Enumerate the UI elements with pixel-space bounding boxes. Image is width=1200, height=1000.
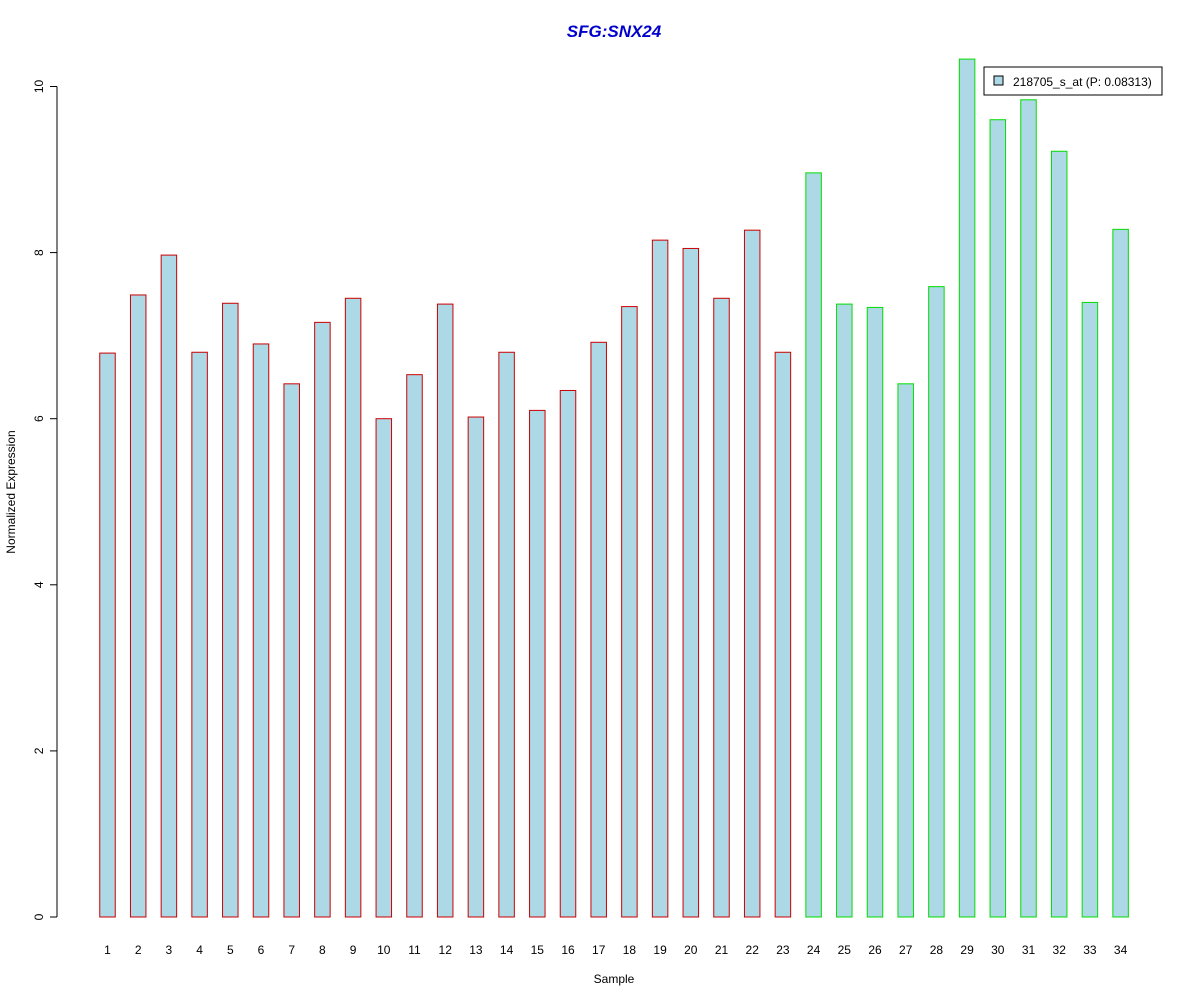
bar bbox=[897, 383, 914, 918]
x-tick-label: 17 bbox=[592, 943, 606, 957]
y-tick-label: 6 bbox=[32, 415, 46, 422]
x-tick-label: 23 bbox=[776, 943, 790, 957]
x-tick-labels: 1 2 3 4 5 6 7 8 9 10 11 12 13 14 15 16 17 18 19 20 21 22 23 24 2… bbox=[104, 943, 1127, 957]
bar bbox=[160, 254, 178, 918]
y-tick-label: 0 bbox=[32, 913, 46, 920]
x-tick-label: 1 bbox=[104, 943, 111, 957]
bar bbox=[774, 351, 792, 918]
x-tick-label: 3 bbox=[166, 943, 173, 957]
bar bbox=[344, 297, 362, 918]
bars-group bbox=[99, 58, 1129, 918]
bar bbox=[743, 229, 761, 918]
bar bbox=[498, 351, 515, 918]
bar bbox=[989, 119, 1007, 918]
bar bbox=[1020, 99, 1037, 918]
legend-label: 218705_s_at (P: 0.08313) bbox=[1013, 75, 1152, 89]
x-tick-label: 8 bbox=[319, 943, 326, 957]
x-tick-label: 24 bbox=[807, 943, 821, 957]
x-tick-label: 13 bbox=[469, 943, 483, 957]
bar bbox=[375, 418, 393, 918]
bar bbox=[129, 294, 147, 918]
bar bbox=[191, 351, 208, 918]
x-tick-label: 4 bbox=[196, 943, 203, 957]
bar bbox=[1050, 150, 1068, 918]
bar bbox=[621, 306, 638, 918]
bar bbox=[222, 302, 239, 918]
bar bbox=[928, 286, 945, 918]
x-tick-label: 22 bbox=[746, 943, 760, 957]
bar bbox=[866, 306, 884, 918]
x-tick-label: 30 bbox=[991, 943, 1005, 957]
y-tick-label: 10 bbox=[32, 80, 46, 94]
x-tick-label: 15 bbox=[531, 943, 545, 957]
y-axis: 0 2 4 6 8 10 bbox=[32, 80, 58, 920]
x-tick-label: 14 bbox=[500, 943, 514, 957]
x-tick-label: 27 bbox=[899, 943, 913, 957]
bar bbox=[682, 247, 700, 918]
bar bbox=[436, 303, 454, 918]
x-tick-label: 31 bbox=[1022, 943, 1036, 957]
bar bbox=[651, 239, 669, 918]
bar bbox=[836, 303, 853, 918]
legend-swatch bbox=[993, 75, 1004, 86]
bar bbox=[713, 297, 730, 918]
legend: 218705_s_at (P: 0.08313) bbox=[983, 66, 1163, 96]
y-tick-label: 2 bbox=[32, 747, 46, 754]
x-tick-label: 33 bbox=[1083, 943, 1097, 957]
x-tick-label: 34 bbox=[1114, 943, 1128, 957]
x-tick-label: 10 bbox=[377, 943, 391, 957]
x-tick-label: 16 bbox=[561, 943, 575, 957]
bar bbox=[467, 416, 485, 918]
x-tick-label: 11 bbox=[408, 943, 421, 957]
bar bbox=[283, 383, 300, 918]
bar bbox=[529, 409, 546, 918]
x-tick-label: 9 bbox=[350, 943, 357, 957]
x-axis-label: Sample bbox=[594, 972, 635, 986]
bar bbox=[314, 321, 331, 918]
x-tick-label: 29 bbox=[960, 943, 974, 957]
x-tick-label: 12 bbox=[439, 943, 453, 957]
x-tick-label: 5 bbox=[227, 943, 234, 957]
bar bbox=[590, 341, 607, 918]
y-axis-label: Normalized Expression bbox=[4, 430, 18, 553]
bar bbox=[958, 58, 976, 918]
bar bbox=[406, 374, 423, 918]
bar bbox=[99, 352, 116, 918]
x-tick-label: 25 bbox=[838, 943, 852, 957]
bar bbox=[252, 343, 270, 918]
x-tick-label: 20 bbox=[684, 943, 698, 957]
y-tick-label: 4 bbox=[32, 581, 46, 588]
x-tick-label: 2 bbox=[135, 943, 142, 957]
x-tick-label: 32 bbox=[1053, 943, 1067, 957]
x-tick-label: 6 bbox=[258, 943, 265, 957]
x-tick-label: 28 bbox=[930, 943, 944, 957]
bar bbox=[559, 389, 577, 918]
chart-title: SFG:SNX24 bbox=[567, 22, 662, 41]
x-tick-label: 19 bbox=[653, 943, 667, 957]
x-tick-label: 21 bbox=[715, 943, 729, 957]
x-tick-label: 26 bbox=[868, 943, 882, 957]
x-tick-label: 18 bbox=[623, 943, 637, 957]
y-tick-label: 8 bbox=[32, 249, 46, 256]
x-tick-label: 7 bbox=[288, 943, 295, 957]
bar bbox=[1081, 301, 1099, 918]
bar bbox=[1112, 228, 1129, 918]
bar bbox=[805, 172, 822, 918]
legend-box bbox=[983, 66, 1163, 96]
